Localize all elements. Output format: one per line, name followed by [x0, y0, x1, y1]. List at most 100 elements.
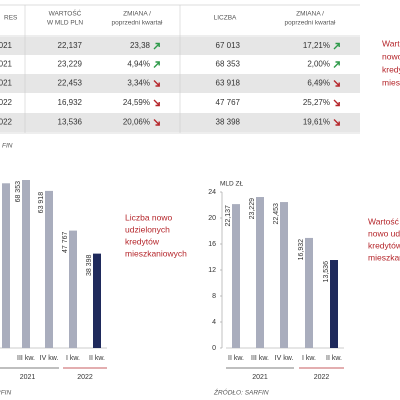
bar — [280, 202, 288, 348]
group-label: 2022 — [314, 374, 330, 381]
table-cell: 022 — [0, 98, 13, 107]
table-cell: 63 918 — [216, 79, 241, 88]
header: WARTOŚĆ — [49, 9, 82, 18]
legend-text: kredytów — [125, 236, 160, 246]
legend-text: mieszkaniowych — [368, 252, 400, 262]
bar — [232, 204, 240, 348]
value-label: 47 767 — [62, 232, 69, 254]
y-tick-label: 20 — [208, 215, 216, 222]
value-label: 38 398 — [86, 255, 93, 277]
table-cell: 24,59% — [123, 98, 150, 107]
legend-text: Wartość — [368, 216, 400, 226]
header: ZMIANA / — [296, 11, 324, 18]
legend-text: kredytów — [368, 240, 400, 250]
chart-source: RFIN — [0, 390, 11, 397]
table-cell: 68 353 — [216, 60, 241, 69]
table-cell: 20,06% — [123, 118, 150, 127]
charts: 67 013 68 353 III kw. 63 918 IV kw. 47 767 I k… — [0, 180, 400, 397]
table-cell: 2,00% — [307, 60, 330, 69]
legend-text: nowo udzielonych — [368, 228, 400, 238]
unit-label: MLD ZŁ — [220, 181, 244, 188]
chart-source: ŹRÓDŁO: SARFIN — [213, 388, 269, 397]
header: poprzedni kwartał — [112, 20, 163, 27]
table-cell: 13,536 — [58, 118, 83, 127]
table-cell: 23,229 — [58, 60, 83, 69]
x-tick-label: II kw. — [89, 355, 105, 362]
side-note: Wartość — [382, 38, 400, 48]
legend-text: Liczba nowo — [125, 212, 173, 222]
value-label: 22,137 — [225, 205, 232, 227]
table-cell: 23,38 — [130, 41, 151, 50]
trend-arrow — [153, 61, 160, 68]
group-label: 2021 — [252, 374, 268, 381]
value-label: 16,932 — [298, 239, 305, 261]
table-cell: 19,61% — [303, 118, 330, 127]
x-tick-label: II kw. — [228, 355, 244, 362]
trend-arrow — [153, 42, 160, 50]
legend-text: mieszkaniowych — [125, 248, 187, 258]
table-cell: 25,27% — [303, 98, 330, 107]
x-tick-label: II kw. — [326, 355, 342, 362]
header: RES — [4, 15, 18, 22]
table-cell: 22,453 — [58, 79, 83, 88]
table-cell: 021 — [0, 79, 13, 88]
bar — [69, 230, 77, 348]
value-label: 22,453 — [273, 203, 280, 225]
x-tick-label: III kw. — [251, 355, 269, 362]
x-tick-label: IV kw. — [275, 355, 294, 362]
trend-arrow — [333, 42, 340, 50]
side-note: kredytów — [382, 64, 400, 74]
trend-arrow — [333, 80, 340, 87]
value-label: 23,229 — [249, 198, 256, 220]
header: poprzedni kwartał — [285, 20, 336, 27]
bar — [256, 197, 264, 348]
side-note: mieszkaniowych — [382, 77, 400, 87]
group-label: 2021 — [20, 374, 36, 381]
header: LICZBA — [214, 15, 237, 22]
value-label: 63 918 — [38, 192, 45, 214]
bar — [45, 190, 53, 348]
table-cell: 16,932 — [58, 98, 83, 107]
table-cell: 38 398 — [216, 118, 241, 127]
bar — [93, 253, 101, 348]
trend-arrow — [153, 80, 160, 87]
table-cell: 67 013 — [216, 41, 241, 50]
y-tick-label: 12 — [208, 267, 216, 274]
table-cell: 17,21% — [303, 41, 330, 50]
y-tick-label: 24 — [208, 189, 216, 196]
table-rows: 021 22,137 23,38 67 013 17,21% 021 23,229 4,94%… — [0, 41, 340, 127]
x-tick-label: I kw. — [66, 355, 80, 362]
table-cell: 47 767 — [216, 98, 241, 107]
bar — [305, 237, 313, 348]
value-label: 13,536 — [323, 261, 330, 283]
bar — [330, 260, 338, 348]
table-cell: 4,94% — [127, 60, 150, 69]
table-cell: 22,137 — [58, 41, 83, 50]
bar — [2, 183, 10, 348]
x-tick-label: IV kw. — [40, 355, 59, 362]
trend-arrow — [153, 119, 160, 126]
table-cell: 022 — [0, 118, 13, 127]
y-tick-label: 8 — [212, 293, 216, 300]
header: W MLD PLN — [47, 20, 83, 27]
x-tick-label: III kw. — [17, 355, 35, 362]
table-source: FIN — [2, 143, 13, 150]
y-tick-label: 16 — [208, 241, 216, 248]
table-cell: 6,49% — [307, 79, 330, 88]
table-cell: 021 — [0, 41, 13, 50]
x-tick-label: I kw. — [302, 355, 316, 362]
table-cell: 3,34% — [127, 79, 150, 88]
legend-text: udzielonych — [125, 224, 170, 234]
side-note: nowo udzielonych — [382, 51, 400, 61]
value-label: 68 353 — [15, 181, 22, 203]
y-tick-label: 0 — [212, 345, 216, 352]
bar — [22, 180, 30, 348]
value-label: 67 013 — [0, 184, 2, 206]
table-cell: 021 — [0, 60, 13, 69]
trend-arrow — [333, 61, 340, 68]
trend-arrow — [333, 99, 340, 107]
y-tick-label: 4 — [212, 319, 216, 326]
trend-arrow — [153, 99, 160, 107]
header: ZMIANA / — [123, 11, 151, 18]
